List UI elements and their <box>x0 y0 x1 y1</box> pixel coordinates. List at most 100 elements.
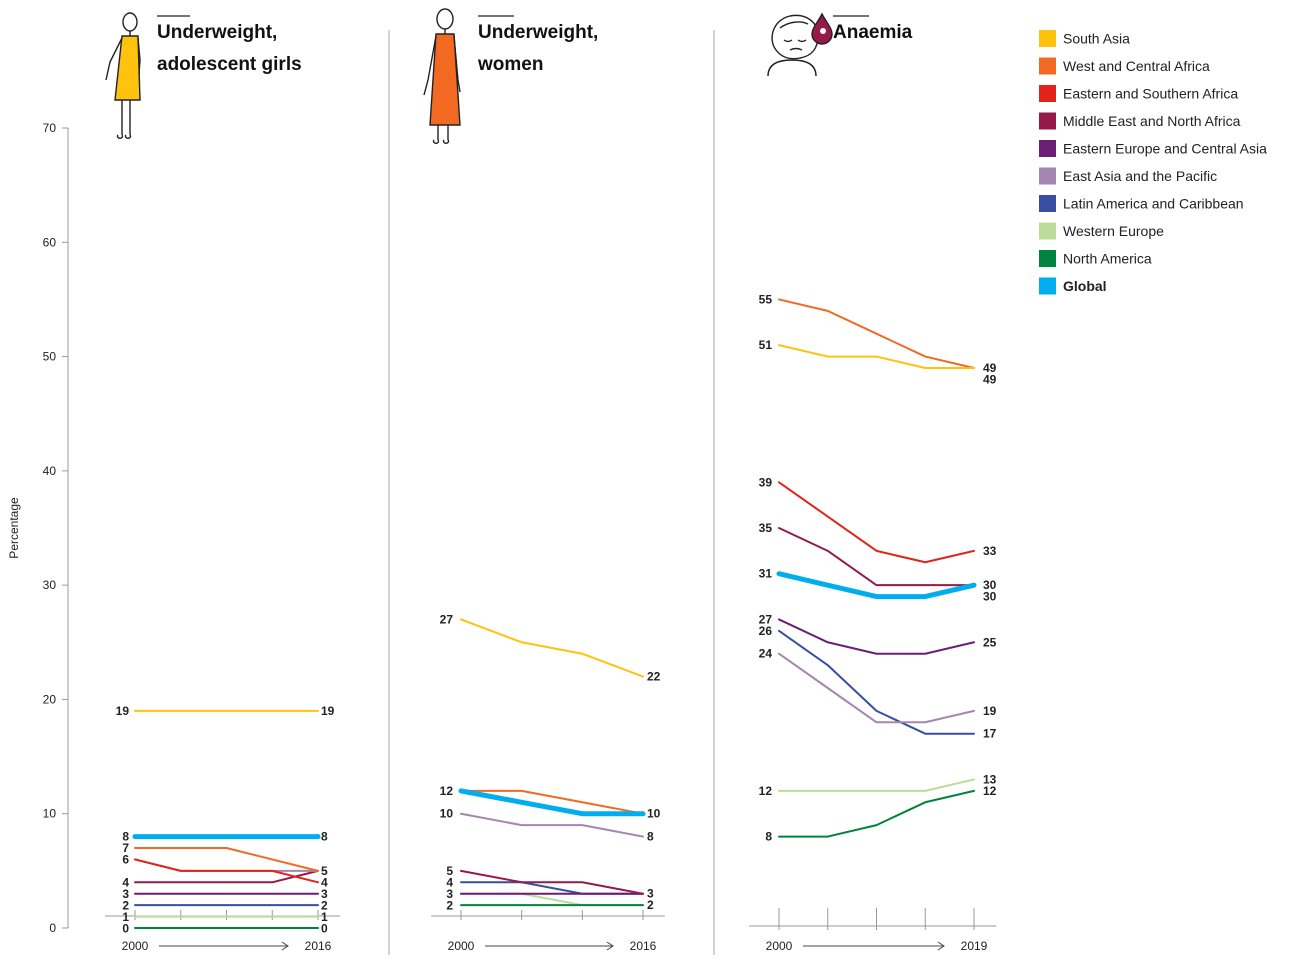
legend-swatch <box>1039 113 1056 130</box>
legend-swatch <box>1039 278 1056 295</box>
adolescent-girl-icon <box>106 13 140 138</box>
y-tick-label: 40 <box>43 464 57 478</box>
y-axis: Percentage 0 10 20 30 40 50 60 70 <box>7 121 68 935</box>
legend-swatch <box>1039 58 1056 75</box>
series-line-eastern-southern-africa <box>779 482 974 562</box>
value-label-eastern-southern-africa: 39 <box>759 475 773 489</box>
panel-title: Underweight, <box>478 22 598 43</box>
x-end-label: 2019 <box>961 939 988 953</box>
x-end-label: 2016 <box>305 939 332 953</box>
value-label-eeca: 25 <box>983 635 997 649</box>
series-line-west-central-africa <box>135 848 318 871</box>
value-label-lac: 17 <box>983 727 997 741</box>
value-label-north-america: 0 <box>122 921 129 935</box>
value-label-global: 31 <box>759 567 773 581</box>
legend-swatch <box>1039 85 1056 102</box>
y-tick-label: 0 <box>49 921 56 935</box>
legend: South Asia West and Central Africa Eastern… <box>1039 30 1267 295</box>
series-line-eeca <box>779 619 974 653</box>
y-tick-label: 20 <box>43 692 57 706</box>
value-label-mena: 35 <box>759 521 773 535</box>
series-line-western-europe <box>779 779 974 790</box>
legend-label: Eastern and Southern Africa <box>1063 86 1238 102</box>
legend-item-global: Global <box>1039 278 1107 295</box>
x-end-label: 2016 <box>630 939 657 953</box>
legend-label: Eastern Europe and Central Asia <box>1063 141 1267 157</box>
anaemia-face-icon <box>768 14 832 76</box>
value-label-south-asia: 22 <box>647 670 661 684</box>
value-label-west-central-africa: 55 <box>759 292 773 306</box>
legend-label: East Asia and the Pacific <box>1063 168 1217 184</box>
y-tick-label: 60 <box>43 235 57 249</box>
panel-title: Underweight, <box>157 22 277 43</box>
legend-swatch <box>1039 168 1056 185</box>
value-label-global: 10 <box>647 807 661 821</box>
value-label-north-america: 0 <box>321 921 328 935</box>
series-line-south-asia <box>461 619 643 676</box>
legend-swatch <box>1039 250 1056 267</box>
legend-label: West and Central Africa <box>1063 58 1210 74</box>
legend-item-south-asia: South Asia <box>1039 30 1130 47</box>
series-line-eap <box>461 814 643 837</box>
legend-swatch <box>1039 140 1056 157</box>
x-start-label: 2000 <box>122 939 149 953</box>
series-line-mena <box>779 528 974 585</box>
value-label-north-america: 12 <box>983 784 997 798</box>
legend-item-eastern-southern-africa: Eastern and Southern Africa <box>1039 85 1238 102</box>
value-label-north-america: 2 <box>446 898 453 912</box>
legend-label: Western Europe <box>1063 223 1164 239</box>
value-label-global: 30 <box>983 590 997 604</box>
legend-item-eap: East Asia and the Pacific <box>1039 168 1217 185</box>
value-label-south-asia: 51 <box>759 338 773 352</box>
y-tick-label: 70 <box>43 121 57 135</box>
value-label-eap: 8 <box>647 830 654 844</box>
legend-label: South Asia <box>1063 31 1130 47</box>
y-axis-label: Percentage <box>7 497 21 559</box>
value-label-west-central-africa: 49 <box>983 373 997 387</box>
value-label-lac: 26 <box>759 624 773 638</box>
panel-title: adolescent girls <box>157 54 302 75</box>
legend-label: North America <box>1063 251 1152 267</box>
value-label-west-central-africa: 12 <box>440 784 454 798</box>
legend-label: Global <box>1063 278 1107 294</box>
value-label-south-asia: 27 <box>440 612 454 626</box>
legend-item-lac: Latin America and Caribbean <box>1039 195 1244 212</box>
value-label-south-asia: 19 <box>321 704 335 718</box>
legend-item-north-america: North America <box>1039 250 1152 267</box>
panel-title: women <box>477 54 543 75</box>
panel-title: Anaemia <box>833 22 913 43</box>
legend-swatch <box>1039 30 1056 47</box>
value-label-north-america: 8 <box>765 830 772 844</box>
legend-item-west-central-africa: West and Central Africa <box>1039 58 1210 75</box>
value-label-global: 8 <box>321 830 328 844</box>
series-line-global <box>461 791 643 814</box>
legend-item-western-europe: Western Europe <box>1039 223 1164 240</box>
legend-swatch <box>1039 223 1056 240</box>
y-tick-label: 10 <box>43 807 57 821</box>
y-tick-label: 50 <box>43 350 57 364</box>
series-line-mena <box>135 871 318 882</box>
x-start-label: 2000 <box>766 939 793 953</box>
series-line-eap <box>779 654 974 723</box>
value-label-western-europe: 12 <box>759 784 773 798</box>
value-label-north-america: 2 <box>647 898 654 912</box>
y-ticks: 0 10 20 30 40 50 60 70 <box>43 121 68 935</box>
value-label-eap: 10 <box>440 807 454 821</box>
legend-item-mena: Middle East and North Africa <box>1039 113 1241 130</box>
woman-icon <box>424 9 460 143</box>
value-label-eap: 6 <box>122 853 129 867</box>
legend-label: Middle East and North Africa <box>1063 113 1241 129</box>
series-line-eap <box>135 859 318 870</box>
legend-item-eeca: Eastern Europe and Central Asia <box>1039 140 1267 157</box>
y-tick-label: 30 <box>43 578 57 592</box>
series-line-north-america <box>779 791 974 837</box>
value-label-eap: 24 <box>759 647 773 661</box>
legend-label: Latin America and Caribbean <box>1063 196 1244 212</box>
legend-swatch <box>1039 195 1056 212</box>
